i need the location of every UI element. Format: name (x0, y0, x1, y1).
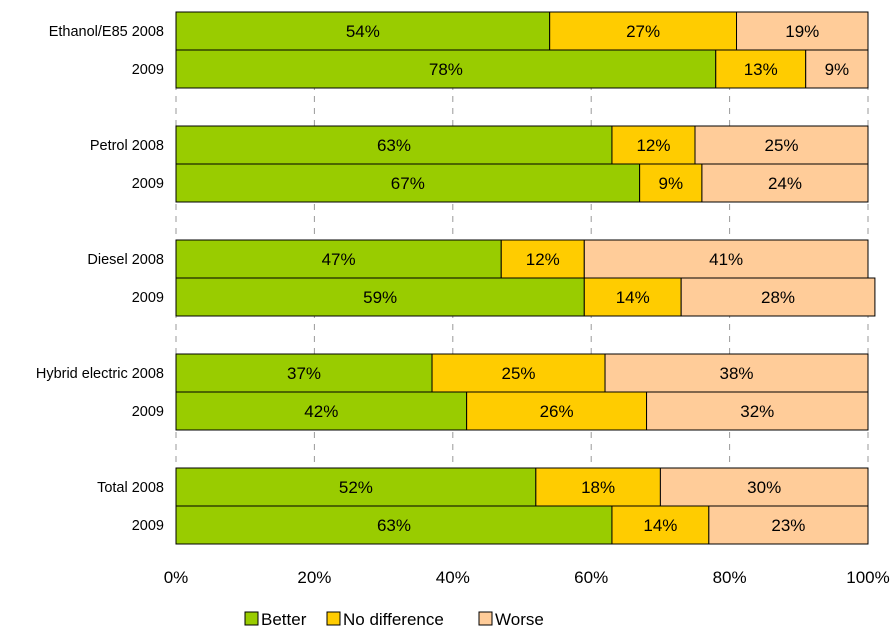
data-label: 67% (391, 174, 425, 193)
category-label: Total 2008 (97, 480, 164, 496)
bar-segment-no-difference (639, 163, 703, 203)
bar-segment-no-difference (431, 353, 606, 393)
legend-swatch-better (244, 611, 259, 626)
data-label: 63% (377, 136, 411, 155)
data-label: 9% (825, 60, 850, 79)
data-label: 25% (502, 364, 536, 383)
category-label: 2009 (132, 290, 164, 306)
legend: Better No difference Worse (244, 610, 544, 629)
bar-segment-no-difference (535, 467, 661, 507)
category-label: Ethanol/E85 2008 (49, 24, 164, 40)
data-labels: 54% 27% 19% 78% 13% 9% 63% 12% 25% 67% 9% 24% 47% 12%… (287, 22, 849, 535)
data-label: 18% (581, 478, 615, 497)
category-label: 2009 (132, 518, 164, 534)
x-tick-label: 0% (164, 568, 189, 587)
data-label: 52% (339, 478, 373, 497)
data-label: 13% (744, 60, 778, 79)
bar-segment-worse (701, 163, 869, 203)
legend-label: No difference (343, 610, 444, 629)
category-label: 2009 (132, 176, 164, 192)
data-label: 24% (768, 174, 802, 193)
data-label: 23% (771, 516, 805, 535)
bars (175, 11, 876, 545)
data-label: 12% (526, 250, 560, 269)
data-label: 27% (626, 22, 660, 41)
bar-segment-no-difference (500, 239, 585, 279)
data-label: 78% (429, 60, 463, 79)
bar-segment-worse (694, 125, 869, 165)
data-label: 47% (322, 250, 356, 269)
x-tick-label: 60% (574, 568, 608, 587)
bar-segment-better (175, 505, 613, 545)
bar-segment-no-difference (611, 505, 710, 545)
data-label: 14% (643, 516, 677, 535)
bar-segment-worse (646, 391, 869, 431)
data-label: 26% (540, 402, 574, 421)
category-label: 2009 (132, 404, 164, 420)
x-axis-ticks: 0% 20% 40% 60% 80% 100% (164, 568, 890, 587)
data-label: 59% (363, 288, 397, 307)
category-label: Diesel 2008 (87, 252, 164, 268)
bar-segment-worse (805, 49, 869, 89)
bar-segment-worse (659, 467, 869, 507)
bar-segment-worse (583, 239, 869, 279)
bar-segment-better (175, 49, 717, 89)
bar-segment-better (175, 11, 551, 51)
bar-segment-better (175, 163, 641, 203)
bar-segment-better (175, 353, 433, 393)
data-label: 12% (636, 136, 670, 155)
data-label: 63% (377, 516, 411, 535)
x-tick-label: 100% (846, 568, 889, 587)
category-label: Petrol 2008 (90, 138, 164, 154)
data-label: 54% (346, 22, 380, 41)
x-tick-label: 40% (436, 568, 470, 587)
data-label: 19% (785, 22, 819, 41)
legend-swatch-no-difference (326, 611, 341, 626)
data-label: 42% (304, 402, 338, 421)
data-label: 14% (616, 288, 650, 307)
data-label: 28% (761, 288, 795, 307)
data-label: 38% (720, 364, 754, 383)
data-label: 30% (747, 478, 781, 497)
bar-segment-better (175, 467, 537, 507)
bar-segment-worse (680, 277, 876, 317)
data-label: 32% (740, 402, 774, 421)
category-label: 2009 (132, 62, 164, 78)
bar-segment-worse (736, 11, 869, 51)
x-tick-label: 80% (713, 568, 747, 587)
data-label: 25% (764, 136, 798, 155)
data-label: 41% (709, 250, 743, 269)
legend-label: Worse (495, 610, 544, 629)
bar-segment-better (175, 391, 468, 431)
data-label: 9% (658, 174, 683, 193)
category-label: Hybrid electric 2008 (36, 366, 164, 382)
legend-swatch-worse (478, 611, 493, 626)
bar-segment-worse (708, 505, 869, 545)
legend-label: Better (261, 610, 307, 629)
category-labels: Ethanol/E85 2008 2009 Petrol 2008 2009 Diese… (36, 24, 164, 534)
x-tick-label: 20% (297, 568, 331, 587)
data-label: 37% (287, 364, 321, 383)
bar-segment-no-difference (715, 49, 807, 89)
